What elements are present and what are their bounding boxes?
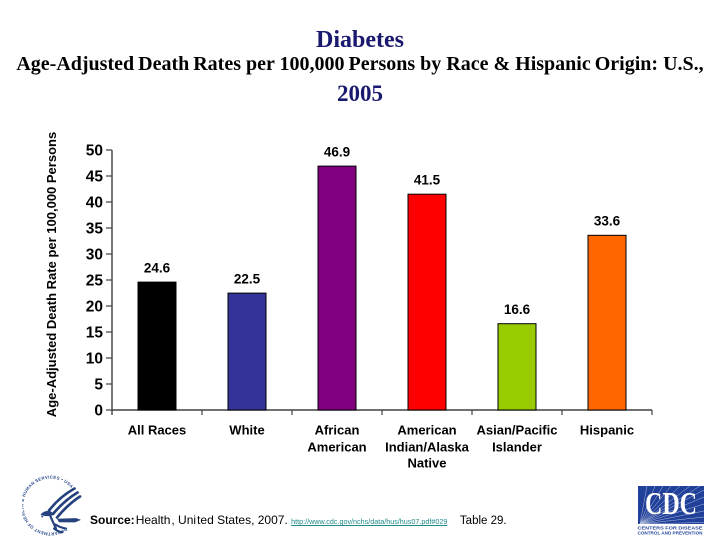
svg-text:22.5: 22.5 [234,271,261,286]
svg-text:5: 5 [94,377,103,394]
svg-text:35: 35 [86,221,104,238]
svg-text:White: White [229,423,264,438]
svg-text:Islander: Islander [492,440,542,455]
svg-text:46.9: 46.9 [324,144,350,159]
svg-text:45: 45 [86,169,104,186]
svg-text:Asian/Pacific: Asian/Pacific [477,423,558,438]
svg-text:41.5: 41.5 [414,173,441,188]
svg-text:15: 15 [86,325,104,342]
svg-text:0: 0 [94,403,103,420]
svg-text:30: 30 [86,247,103,264]
svg-text:40: 40 [86,195,103,212]
svg-text:African: African [315,423,360,438]
svg-text:24.6: 24.6 [144,260,171,275]
svg-text:CENTERS FOR DISEASE: CENTERS FOR DISEASE [638,526,704,532]
svg-text:American: American [307,440,366,455]
svg-text:Indian/Alaska: Indian/Alaska [385,440,470,455]
svg-text:25: 25 [86,273,104,290]
svg-text:50: 50 [86,143,103,160]
svg-text:CONTROL AND PREVENTION: CONTROL AND PREVENTION [638,531,704,537]
svg-text:Native: Native [407,456,446,471]
svg-text:20: 20 [86,299,103,316]
svg-text:Hispanic: Hispanic [580,423,634,438]
svg-text:33.6: 33.6 [594,214,621,229]
svg-text:10: 10 [86,351,103,368]
svg-text:All Races: All Races [128,423,187,438]
svg-text:Age-Adjusted Death Rate per 10: Age-Adjusted Death Rate per 100,000 Pers… [44,132,59,417]
svg-text:CDC: CDC [645,485,697,521]
svg-text:16.6: 16.6 [504,302,531,317]
svg-text:American: American [397,423,456,438]
